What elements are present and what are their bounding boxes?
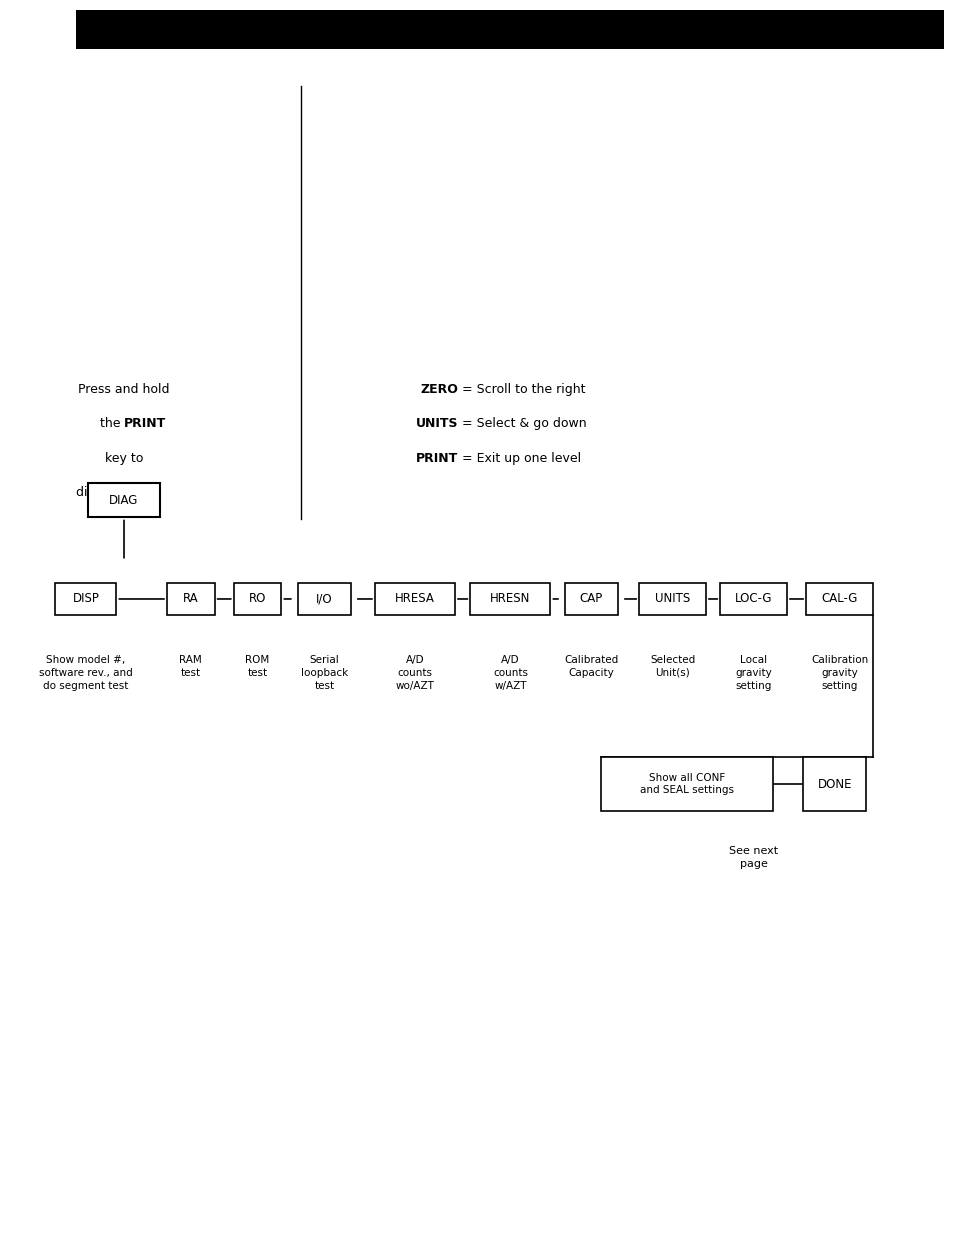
FancyBboxPatch shape	[233, 583, 281, 615]
FancyBboxPatch shape	[76, 10, 943, 49]
Text: I/O: I/O	[315, 593, 333, 605]
Text: RAM
test: RAM test	[179, 655, 202, 678]
Text: CAL-G: CAL-G	[821, 593, 857, 605]
Text: ZERO: ZERO	[419, 383, 457, 395]
Text: = Exit up one level: = Exit up one level	[457, 452, 580, 464]
Text: ROM
test: ROM test	[245, 655, 270, 678]
Text: key to: key to	[105, 452, 143, 464]
Text: RO: RO	[249, 593, 266, 605]
Text: DONE: DONE	[817, 778, 851, 790]
FancyBboxPatch shape	[564, 583, 618, 615]
FancyBboxPatch shape	[805, 583, 872, 615]
FancyBboxPatch shape	[375, 583, 455, 615]
Text: PRINT: PRINT	[416, 452, 457, 464]
Text: PRINT: PRINT	[124, 417, 166, 430]
FancyBboxPatch shape	[297, 583, 351, 615]
Text: UNITS: UNITS	[415, 417, 457, 430]
Text: A/D
counts
w/AZT: A/D counts w/AZT	[493, 655, 527, 690]
Text: RA: RA	[183, 593, 198, 605]
FancyBboxPatch shape	[720, 583, 786, 615]
Text: Show model #,
software rev., and
do segment test: Show model #, software rev., and do segm…	[39, 655, 132, 690]
FancyBboxPatch shape	[88, 483, 160, 517]
FancyBboxPatch shape	[167, 583, 214, 615]
Text: A/D
counts
wo/AZT: A/D counts wo/AZT	[395, 655, 434, 690]
Text: Press and hold: Press and hold	[78, 383, 170, 395]
Text: = Scroll to the right: = Scroll to the right	[457, 383, 585, 395]
Text: Serial
loopback
test: Serial loopback test	[300, 655, 348, 690]
FancyBboxPatch shape	[600, 757, 772, 811]
Text: DISP: DISP	[72, 593, 99, 605]
Text: DIAG: DIAG	[124, 487, 159, 499]
Text: display: display	[75, 487, 124, 499]
FancyBboxPatch shape	[470, 583, 550, 615]
Text: CAP: CAP	[579, 593, 602, 605]
Text: Selected
Unit(s): Selected Unit(s)	[649, 655, 695, 678]
Text: DIAG: DIAG	[110, 494, 138, 506]
FancyBboxPatch shape	[802, 757, 865, 811]
Text: Show all CONF
and SEAL settings: Show all CONF and SEAL settings	[639, 773, 733, 795]
Text: Calibrated
Capacity: Calibrated Capacity	[564, 655, 618, 678]
FancyBboxPatch shape	[55, 583, 116, 615]
Text: HRESA: HRESA	[395, 593, 435, 605]
Text: LOC-G: LOC-G	[734, 593, 772, 605]
Text: UNITS: UNITS	[655, 593, 689, 605]
Text: Calibration
gravity
setting: Calibration gravity setting	[810, 655, 867, 690]
Text: Local
gravity
setting: Local gravity setting	[735, 655, 771, 690]
Text: HRESN: HRESN	[490, 593, 530, 605]
Text: the: the	[99, 417, 124, 430]
Text: See next
page: See next page	[728, 846, 778, 869]
FancyBboxPatch shape	[639, 583, 705, 615]
Text: = Select & go down: = Select & go down	[457, 417, 586, 430]
